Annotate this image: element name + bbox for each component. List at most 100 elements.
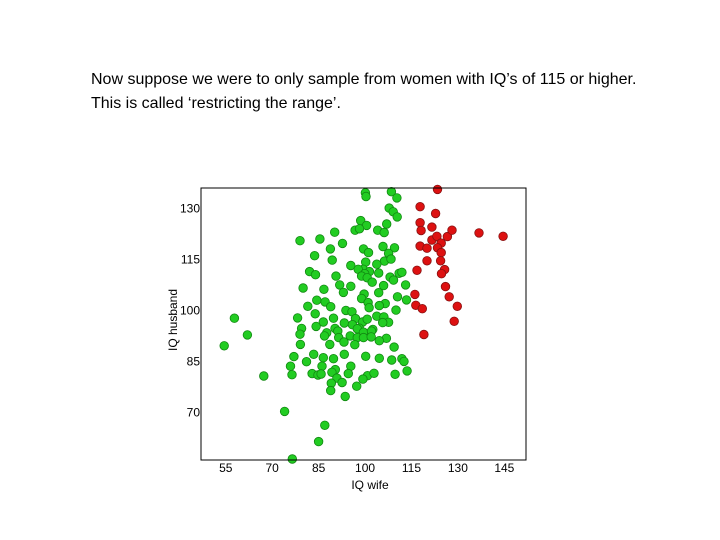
kept-point [338,287,349,298]
kept-point [326,385,336,396]
kept-point [295,235,305,246]
removed-point [415,217,425,228]
kept-point [301,357,312,367]
kept-point [259,371,269,381]
y-tick-label: 100 [180,303,200,317]
x-tick-labels: 55 70 85 100 115 130 145 [219,461,515,475]
kept-point [374,300,385,311]
kept-point [287,454,298,464]
kept-point [358,332,369,343]
kept-point [378,280,389,291]
kept-point [402,366,412,376]
removed-point [447,225,457,235]
x-tick-label: 55 [219,461,233,475]
kept-point [319,331,330,341]
kept-point [326,302,336,312]
removed-point [432,231,442,242]
kept-point [319,284,329,295]
kept-point [298,283,308,293]
kept-point [330,227,340,237]
kept-point [339,349,350,360]
kept-point [310,270,321,280]
kept-point [309,349,319,360]
x-tick-label: 100 [355,461,375,475]
kept-point [346,281,356,292]
kept-point [316,369,326,379]
kept-point [362,314,372,324]
kept-point [327,255,337,265]
removed-point [440,281,451,292]
kept-point [400,280,411,290]
kept-point [387,355,397,365]
kept-point [389,342,399,352]
removed-point [412,265,422,276]
kept-point [313,436,324,447]
removed-point [410,289,420,300]
data-points [219,184,508,464]
removed-point [422,243,432,253]
kept-point [374,268,384,278]
x-tick-label: 85 [312,461,326,475]
kept-point [361,351,371,362]
kept-point [320,420,330,431]
kept-point [390,369,400,380]
y-tick-label: 130 [180,201,200,215]
removed-point [444,292,454,302]
kept-point [378,241,388,252]
kept-point [389,243,400,253]
kept-point [358,374,368,384]
kept-point [317,361,327,371]
kept-point [391,305,401,315]
kept-point [361,191,371,202]
kept-point [374,336,385,346]
kept-point [382,219,392,229]
removed-point [427,222,437,232]
kept-point [318,353,329,363]
kept-point [310,309,320,319]
kept-point [335,280,345,290]
kept-point [339,318,350,328]
kept-point [350,340,360,350]
kept-point [352,381,362,391]
y-axis-label: IQ husband [166,289,180,351]
removed-point [430,208,441,219]
kept-point [315,234,325,244]
kept-point [374,353,385,364]
kept-point [343,368,354,379]
kept-point [372,259,382,269]
removed-point [498,231,508,242]
removed-point [432,184,443,195]
removed-point [436,247,446,258]
kept-point [378,317,388,328]
x-tick-label: 115 [402,461,421,475]
kept-point [311,321,321,332]
kept-point [374,288,384,298]
x-tick-label: 145 [494,461,514,475]
kept-point [397,267,407,278]
y-tick-label: 70 [187,405,201,419]
removed-point [442,231,453,242]
kept-point [292,313,303,323]
removed-point [422,256,432,266]
kept-point [325,244,336,254]
kept-point [399,356,409,367]
kept-point [379,227,389,238]
kept-point [392,193,402,203]
kept-point [386,186,397,197]
removed-point [417,304,428,314]
kept-point [312,295,322,305]
y-tick-label: 115 [181,252,200,266]
kept-point [337,377,347,388]
plot-frame [200,187,527,461]
x-tick-label: 70 [266,461,280,475]
slide-caption: Now suppose we were to only sample from … [91,71,637,112]
kept-point [346,260,356,271]
removed-point [436,269,447,279]
x-tick-label: 130 [448,461,468,475]
y-tick-label: 85 [187,354,201,368]
kept-point [229,313,240,323]
kept-point [289,351,299,362]
removed-point [415,201,425,212]
kept-point [242,330,253,340]
